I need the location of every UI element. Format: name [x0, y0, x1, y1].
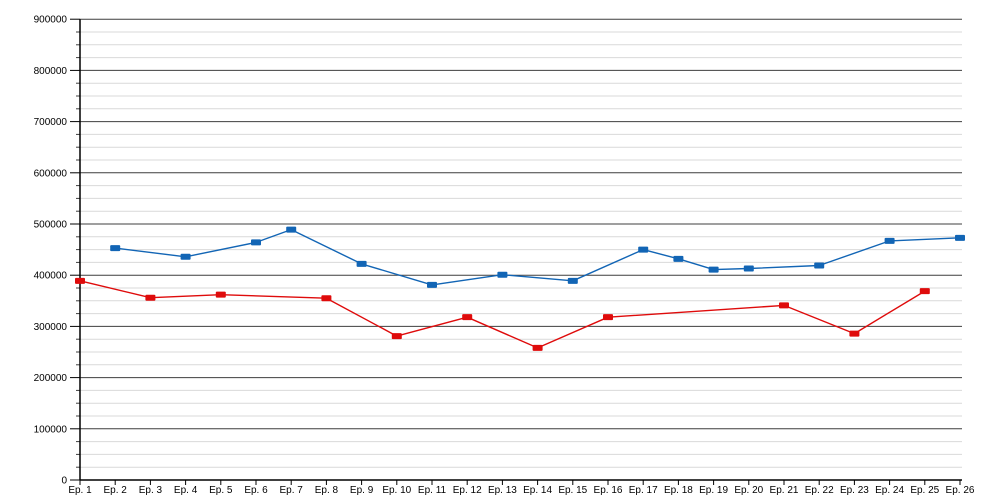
x-tick-label: Ep. 23: [840, 485, 869, 496]
series-blue-marker-ep-13: [497, 271, 508, 278]
series-red-marker-ep-16: [603, 314, 613, 321]
x-tick-label: Ep. 16: [594, 485, 623, 496]
series-blue-marker-ep-4: [180, 253, 191, 260]
series-red-marker-ep-5: [215, 291, 226, 298]
x-tick-label: Ep. 24: [875, 485, 904, 496]
series-red-marker-ep-23: [849, 330, 860, 337]
x-tick-label: Ep. 26: [946, 485, 975, 496]
series-red-marker-ep-8: [321, 295, 332, 302]
x-tick-label: Ep. 21: [770, 485, 799, 496]
series-blue-marker-ep-19: [708, 266, 719, 273]
series-blue-marker-ep-24: [884, 237, 895, 244]
series-blue-marker-ep-20: [743, 265, 754, 272]
x-tick-label: Ep. 14: [523, 485, 552, 496]
x-tick-label: Ep. 20: [734, 485, 763, 496]
x-tick-label: Ep. 10: [382, 485, 411, 496]
series-blue-marker-ep-9: [356, 260, 367, 267]
x-tick-label: Ep. 1: [68, 485, 92, 496]
series-blue-marker-ep-22: [814, 262, 825, 269]
x-tick-label: Ep. 5: [209, 485, 233, 496]
x-tick-label: Ep. 2: [104, 485, 128, 496]
series-red-marker-ep-12: [462, 314, 473, 321]
series-blue-marker-ep-6: [251, 239, 261, 246]
y-tick-label: 700000: [34, 117, 68, 128]
series-blue-marker-ep-17: [638, 246, 649, 253]
y-tick-label: 900000: [34, 15, 68, 26]
series-blue-line: [115, 228, 961, 286]
x-tick-label: Ep. 6: [244, 485, 268, 496]
x-tick-label: Ep. 22: [805, 485, 834, 496]
y-tick-label: 100000: [34, 424, 68, 435]
x-tick-label: Ep. 8: [315, 485, 339, 496]
x-tick-label: Ep. 19: [699, 485, 728, 496]
y-tick-label: 800000: [34, 66, 68, 77]
series-blue-marker-ep-7: [286, 226, 297, 233]
series-blue-marker-ep-18: [673, 255, 684, 262]
x-tick-label: Ep. 13: [488, 485, 517, 496]
x-tick-label: Ep. 4: [174, 485, 198, 496]
series-blue-marker-ep-11: [427, 281, 437, 288]
x-tick-label: Ep. 11: [418, 485, 447, 496]
x-tick-label: Ep. 7: [280, 485, 304, 496]
y-tick-label: 200000: [34, 373, 68, 384]
x-tick-label: Ep. 18: [664, 485, 693, 496]
series-red-marker-ep-25: [919, 288, 930, 295]
y-tick-label: 400000: [34, 271, 68, 282]
x-tick-label: Ep. 12: [453, 485, 482, 496]
series-red-marker-ep-3: [145, 294, 156, 301]
series-red-marker-ep-14: [532, 344, 543, 351]
x-tick-label: Ep. 17: [629, 485, 658, 496]
series-blue-marker-ep-15: [567, 277, 578, 284]
series-red-marker-ep-10: [391, 333, 402, 340]
y-tick-label: 500000: [34, 220, 68, 231]
x-tick-label: Ep. 9: [350, 485, 374, 496]
y-tick-label: 300000: [34, 322, 68, 333]
series-red-marker-ep-21: [779, 302, 789, 309]
series-red-line: [79, 280, 926, 349]
y-tick-label: 0: [61, 476, 67, 487]
series-red-marker-ep-1: [75, 277, 85, 284]
x-tick-label: Ep. 3: [139, 485, 163, 496]
x-tick-label: Ep. 25: [910, 485, 939, 496]
series-blue-marker-ep-26: [955, 234, 965, 241]
series-blue-marker-ep-2: [110, 245, 121, 252]
x-tick-label: Ep. 15: [558, 485, 587, 496]
y-tick-label: 600000: [34, 168, 68, 179]
